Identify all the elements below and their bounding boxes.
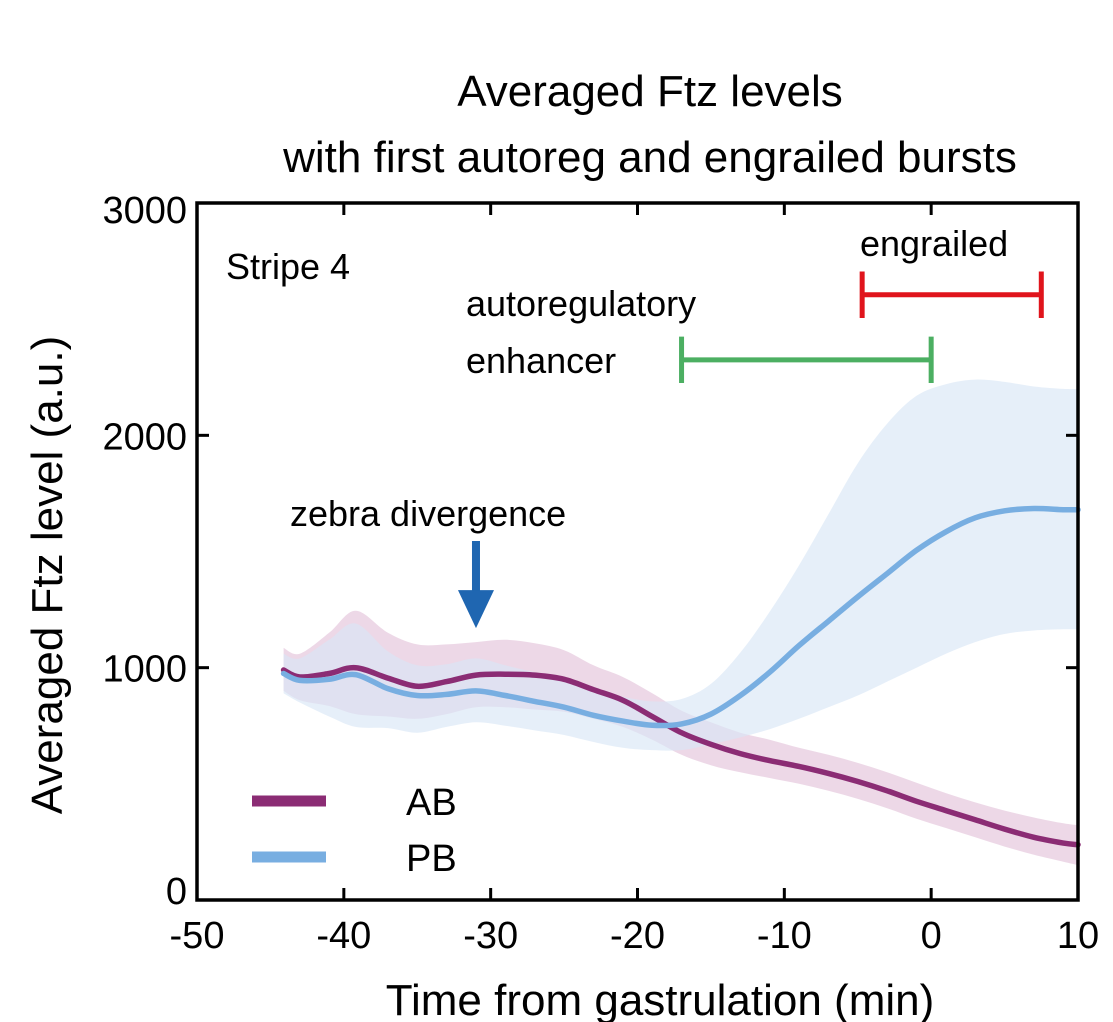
y-tick-label: 0	[166, 871, 187, 913]
x-tick-label: -40	[316, 915, 371, 957]
legend-label-ab: AB	[406, 782, 457, 824]
x-tick-label: -10	[757, 915, 812, 957]
legend-label-pb: PB	[406, 838, 457, 880]
stripe-label: Stripe 4	[226, 246, 350, 287]
y-tick-label: 1000	[102, 649, 187, 691]
chart-title-line-1: Averaged Ftz levels	[457, 67, 843, 116]
autoregulatory-label-line-2: enhancer	[466, 340, 616, 381]
legend: AB PB	[252, 782, 457, 880]
engrailed-label: engrailed	[860, 223, 1008, 264]
series-lines	[280, 505, 1081, 848]
y-axis-label: Averaged Ftz level (a.u.)	[23, 336, 72, 815]
x-tick-label: -50	[170, 915, 225, 957]
y-tick-label: 2000	[102, 416, 187, 458]
x-axis-label: Time from gastrulation (min)	[386, 976, 935, 1022]
annotation-marks	[457, 271, 1044, 629]
band-pb	[283, 379, 1079, 751]
zebra-divergence-label: zebra divergence	[290, 493, 566, 534]
y-tick-label: 3000	[102, 190, 187, 232]
confidence-bands	[283, 379, 1079, 866]
line-ab	[280, 664, 1081, 848]
x-tick-label: 10	[1057, 915, 1099, 957]
zebra-arrow-head	[457, 590, 494, 629]
chart-title-line-2: with first autoreg and engrailed bursts	[282, 133, 1017, 182]
axis-ticks: -50 -40 -30 -20 -10 0 10 0 1000 2000 3000	[102, 190, 1099, 957]
autoregulatory-label-line-1: autoregulatory	[466, 283, 696, 324]
x-tick-label: -20	[610, 915, 665, 957]
x-tick-label: 0	[921, 915, 942, 957]
line-pb	[280, 505, 1081, 729]
x-tick-label: -30	[463, 915, 518, 957]
